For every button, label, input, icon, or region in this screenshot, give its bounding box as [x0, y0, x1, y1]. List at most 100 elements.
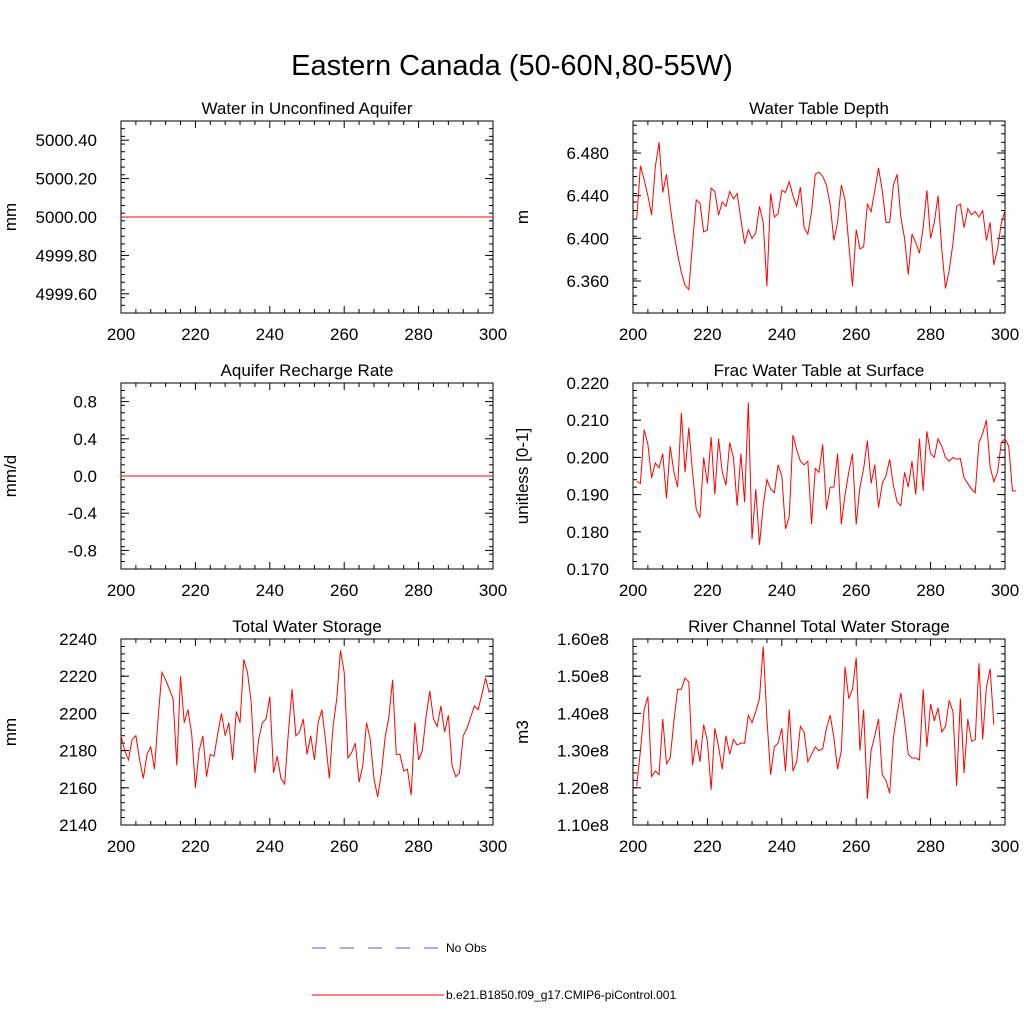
x-tick-label: 200: [107, 581, 135, 600]
y-axis-label: mm/d: [1, 455, 20, 498]
y-tick-label: 2160: [59, 779, 97, 798]
series-line: [636, 142, 1006, 291]
y-tick-label: 0.0: [73, 467, 97, 486]
x-tick-label: 300: [991, 581, 1019, 600]
y-tick-label: 4999.60: [36, 285, 97, 304]
x-tick-label: 200: [619, 581, 647, 600]
series-line: [120, 650, 490, 798]
x-tick-label: 300: [991, 325, 1019, 344]
y-axis-label: unitless [0-1]: [513, 428, 532, 524]
y-axis-label: mm: [1, 718, 20, 746]
x-tick-label: 240: [768, 837, 796, 856]
x-tick-label: 220: [693, 837, 721, 856]
x-tick-label: 300: [479, 581, 507, 600]
y-tick-label: 1.10e8: [557, 816, 609, 835]
panel-title: Total Water Storage: [232, 617, 382, 636]
y-tick-label: 0.170: [566, 560, 609, 579]
y-tick-label: 0.200: [566, 448, 609, 467]
plot-frame: [632, 382, 1006, 570]
x-tick-label: 220: [693, 581, 721, 600]
y-tick-label: 5000.40: [36, 131, 97, 150]
y-tick-label: 0.4: [73, 430, 97, 449]
x-tick-label: 280: [916, 325, 944, 344]
plot-frame: [632, 120, 1006, 314]
x-tick-label: 240: [256, 581, 284, 600]
x-tick-label: 240: [256, 837, 284, 856]
x-tick-label: 280: [404, 581, 432, 600]
panel-title: Aquifer Recharge Rate: [221, 361, 394, 380]
panel-title: Water in Unconfined Aquifer: [201, 99, 412, 118]
y-tick-label: 2140: [59, 816, 97, 835]
y-tick-label: 6.480: [566, 144, 609, 163]
panel-5: River Channel Total Water Storage m3 200 22…: [513, 617, 1019, 856]
y-tick-label: 0.8: [73, 393, 97, 412]
y-tick-label: 2180: [59, 742, 97, 761]
legend-series-line: [312, 994, 444, 996]
panel-2: Aquifer Recharge Rate mm/d 200 220 240 260 280…: [1, 361, 507, 600]
y-tick-label: 2220: [59, 667, 97, 686]
y-axis-label: m: [513, 210, 532, 224]
panel-0: Water in Unconfined Aquifer mm 200 220 240 26…: [1, 99, 507, 344]
y-tick-label: 1.50e8: [557, 667, 609, 686]
x-tick-label: 220: [181, 325, 209, 344]
panel-1: Water Table Depth m 200 220 240 260 280 300 6.36…: [513, 99, 1019, 344]
panel-title: Frac Water Table at Surface: [714, 361, 925, 380]
x-tick-label: 260: [330, 325, 358, 344]
x-tick-label: 240: [256, 325, 284, 344]
x-tick-label: 240: [768, 581, 796, 600]
plot-frame: [632, 638, 1006, 826]
y-tick-label: 0.210: [566, 411, 609, 430]
x-tick-label: 220: [181, 837, 209, 856]
y-tick-label: 0.220: [566, 374, 609, 393]
series-line: [636, 646, 995, 799]
x-tick-label: 260: [842, 325, 870, 344]
y-tick-label: 1.30e8: [557, 742, 609, 761]
y-tick-label: 6.360: [566, 272, 609, 291]
x-tick-label: 280: [916, 837, 944, 856]
x-tick-label: 220: [693, 325, 721, 344]
panel-3: Frac Water Table at Surface unitless [0-1…: [513, 361, 1019, 600]
x-tick-label: 280: [404, 325, 432, 344]
y-tick-label: 4999.80: [36, 246, 97, 265]
x-tick-label: 200: [107, 325, 135, 344]
y-tick-label: 1.20e8: [557, 779, 609, 798]
y-axis-label: m3: [513, 720, 532, 744]
x-tick-label: 280: [916, 581, 944, 600]
y-tick-label: -0.4: [68, 504, 97, 523]
x-tick-label: 200: [619, 325, 647, 344]
x-tick-label: 260: [842, 837, 870, 856]
y-tick-label: 5000.00: [36, 208, 97, 227]
y-tick-label: -0.8: [68, 541, 97, 560]
x-tick-label: 260: [330, 837, 358, 856]
y-tick-label: 1.40e8: [557, 704, 609, 723]
y-tick-label: 0.190: [566, 486, 609, 505]
x-tick-label: 260: [842, 581, 870, 600]
figure-title: Eastern Canada (50-60N,80-55W): [291, 50, 733, 82]
y-tick-label: 2200: [59, 704, 97, 723]
legend-no-obs-line: [312, 947, 444, 949]
y-tick-label: 0.180: [566, 523, 609, 542]
x-tick-label: 240: [768, 325, 796, 344]
y-tick-label: 5000.20: [36, 170, 97, 189]
x-tick-label: 200: [619, 837, 647, 856]
panel-title: Water Table Depth: [749, 99, 889, 118]
x-tick-label: 260: [330, 581, 358, 600]
y-tick-label: 6.440: [566, 187, 609, 206]
legend-no-obs-label: No Obs: [446, 940, 487, 955]
x-tick-label: 200: [107, 837, 135, 856]
x-tick-label: 300: [479, 325, 507, 344]
x-tick-label: 300: [991, 837, 1019, 856]
plot-frame: [120, 638, 494, 826]
panel-4: Total Water Storage mm 200 220 240 260 280 300 2…: [1, 617, 507, 856]
legend-no-obs: No Obs: [310, 940, 487, 955]
legend-series-label: b.e21.B1850.f09_g17.CMIP6-piControl.001: [446, 987, 677, 1002]
x-tick-label: 280: [404, 837, 432, 856]
x-tick-label: 220: [181, 581, 209, 600]
y-axis-label: mm: [1, 203, 20, 231]
y-tick-label: 2240: [59, 630, 97, 649]
legend-series: b.e21.B1850.f09_g17.CMIP6-piControl.001: [310, 987, 676, 1002]
y-tick-label: 6.400: [566, 229, 609, 248]
series-line: [636, 402, 1017, 545]
x-tick-label: 300: [479, 837, 507, 856]
